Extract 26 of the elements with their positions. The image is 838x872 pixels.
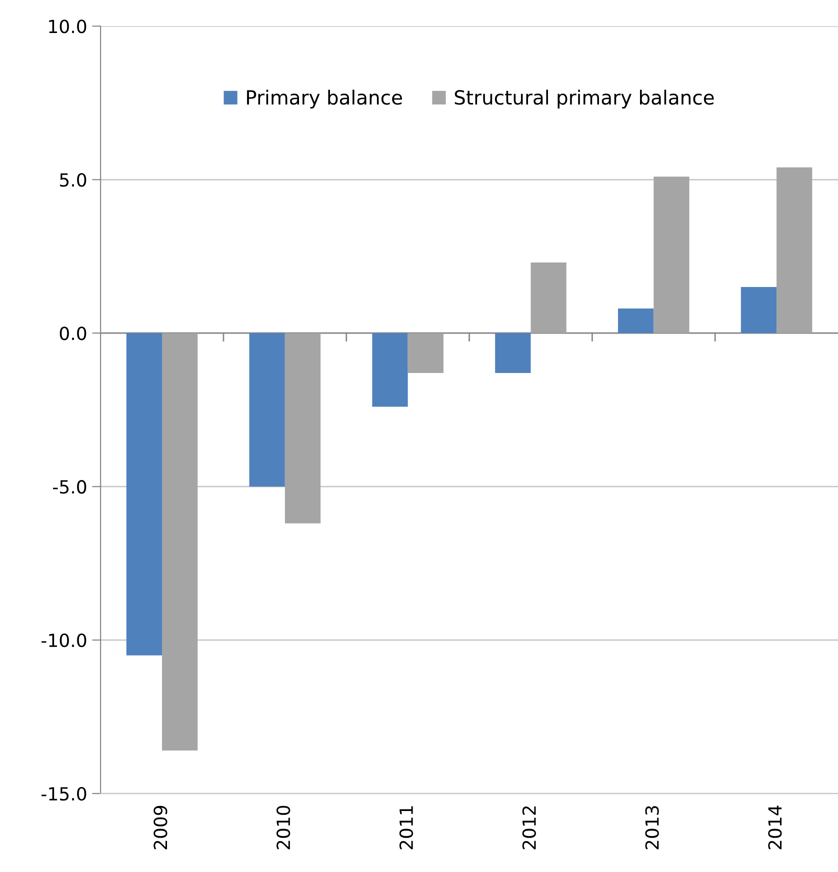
bar — [284, 333, 321, 524]
x-tick-label: 2010 — [276, 806, 290, 850]
bar — [618, 308, 654, 334]
legend-label: Primary balance — [247, 90, 402, 109]
x-tick-label: 2009 — [154, 806, 168, 850]
bar — [530, 262, 566, 334]
y-tick-label: 5.0 — [60, 173, 86, 187]
bar — [162, 333, 198, 751]
y-tick-label: -10.0 — [42, 634, 86, 648]
bar — [776, 167, 812, 334]
legend-label: Structural primary balance — [454, 90, 714, 109]
x-tick-label: 2014 — [768, 806, 782, 850]
y-tick-label: 0.0 — [60, 326, 86, 340]
bar — [654, 176, 690, 334]
x-tick-label: 2012 — [522, 806, 536, 850]
y-tick-label: -15.0 — [42, 786, 86, 801]
x-tick-label: 2011 — [399, 806, 414, 850]
y-tick-label: 10.0 — [49, 20, 86, 34]
bar — [126, 333, 162, 656]
bar — [495, 333, 531, 374]
x-tick-label: 2013 — [645, 806, 659, 850]
y-tick-label: -5.0 — [53, 480, 86, 494]
bar — [408, 333, 444, 374]
bar — [249, 333, 285, 487]
bar — [740, 287, 777, 334]
bar — [372, 333, 408, 407]
